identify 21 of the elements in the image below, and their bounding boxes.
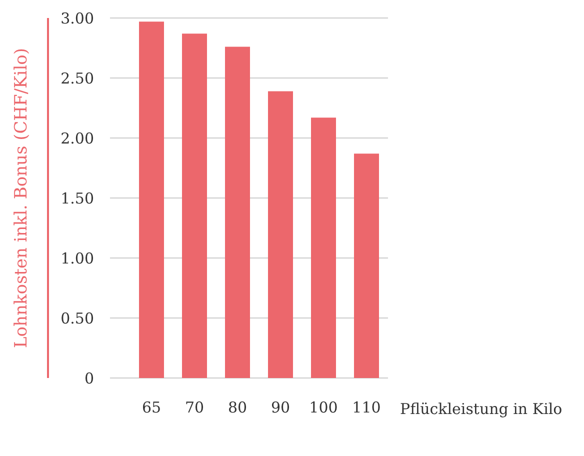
x-tick-label: 110 bbox=[352, 398, 381, 417]
bar bbox=[354, 154, 379, 378]
x-tick-label: 70 bbox=[184, 398, 204, 417]
y-tick-label: 3.00 bbox=[60, 9, 94, 28]
x-tick-label: 90 bbox=[270, 398, 290, 417]
x-axis-title: Pflückleistung in Kilo bbox=[400, 400, 562, 418]
x-tick-label: 80 bbox=[228, 398, 248, 417]
y-tick-label: 2.00 bbox=[60, 129, 94, 148]
x-tick-label: 65 bbox=[142, 398, 162, 417]
bar bbox=[139, 22, 164, 378]
y-tick-label: 0.50 bbox=[60, 309, 94, 328]
x-tick-label: 100 bbox=[309, 398, 338, 417]
y-tick-label: 2.50 bbox=[60, 69, 94, 88]
y-tick-label: 1.00 bbox=[60, 249, 94, 268]
bar bbox=[311, 118, 336, 378]
y-tick-label: 1.50 bbox=[60, 189, 94, 208]
y-axis-title: Lohnkosten inkl. Bonus (CHF/Kilo) bbox=[11, 48, 32, 348]
bar bbox=[268, 91, 293, 378]
bar bbox=[182, 34, 207, 378]
bar bbox=[225, 46, 250, 378]
y-tick-label: 0 bbox=[84, 369, 94, 388]
